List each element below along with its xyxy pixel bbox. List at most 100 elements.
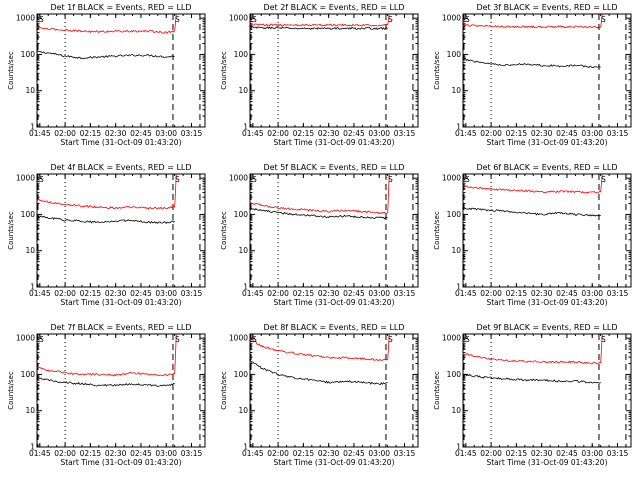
y-tick-label: 1 bbox=[30, 443, 35, 452]
x-tick-label: 01:45 bbox=[455, 449, 477, 458]
chart-panel: Det 3f BLACK = Events, RED = LLD 1 10 100 10… bbox=[433, 3, 632, 147]
y-tick-label: 100 bbox=[447, 210, 462, 219]
x-tick-label: 03:00 bbox=[368, 129, 390, 138]
x-tick-label: 03:15 bbox=[181, 449, 203, 458]
saa-marker-start: S bbox=[465, 15, 470, 24]
x-tick-label: 03:00 bbox=[155, 129, 177, 138]
lld-trace bbox=[249, 13, 390, 27]
x-tick-label: 02:15 bbox=[293, 129, 315, 138]
x-tick-label: 02:15 bbox=[80, 449, 102, 458]
x-tick-label: 03:00 bbox=[368, 449, 390, 458]
saa-marker-start: S bbox=[39, 15, 44, 24]
chart-title: Det 9f BLACK = Events, RED = LLD bbox=[476, 323, 617, 332]
chart-panel: Det 1f BLACK = Events, RED = LLD 1 10 100 10… bbox=[7, 3, 206, 147]
y-tick-label: 1 bbox=[243, 123, 248, 132]
y-tick-label: 100 bbox=[234, 370, 249, 379]
y-tick-label: 1000 bbox=[16, 334, 35, 343]
x-tick-label: 02:15 bbox=[293, 449, 315, 458]
y-tick-label: 10 bbox=[238, 406, 248, 415]
x-tick-label: 01:45 bbox=[242, 449, 264, 458]
chart-title: Det 8f BLACK = Events, RED = LLD bbox=[263, 323, 404, 332]
chart-panel: Det 2f BLACK = Events, RED = LLD 1 10 100 10… bbox=[220, 3, 419, 147]
x-tick-label: 02:30 bbox=[318, 449, 340, 458]
x-tick-label: 03:15 bbox=[394, 289, 416, 298]
saa-marker-end: S bbox=[175, 175, 180, 184]
x-tick-label: 02:30 bbox=[105, 449, 127, 458]
events-trace bbox=[462, 58, 601, 68]
saa-marker-end: S bbox=[601, 15, 606, 24]
chart-panel: Det 5f BLACK = Events, RED = LLD 1 10 100 10… bbox=[220, 163, 419, 307]
x-tick-label: 02:30 bbox=[531, 289, 553, 298]
x-tick-label: 01:45 bbox=[29, 449, 51, 458]
saa-marker-end: S bbox=[175, 335, 180, 344]
x-tick-label: 02:00 bbox=[480, 289, 502, 298]
events-trace bbox=[249, 207, 388, 220]
plot-frame bbox=[36, 13, 206, 128]
x-tick-label: 01:45 bbox=[242, 129, 264, 138]
x-tick-label: 03:00 bbox=[581, 129, 603, 138]
lld-trace bbox=[249, 173, 390, 215]
y-tick-label: 100 bbox=[21, 370, 36, 379]
plot-frame bbox=[249, 13, 419, 128]
x-tick-label: 03:15 bbox=[394, 449, 416, 458]
y-tick-label: 1 bbox=[30, 123, 35, 132]
x-tick-label: 02:30 bbox=[105, 289, 127, 298]
saa-marker-end: S bbox=[601, 175, 606, 184]
plot-frame bbox=[462, 333, 632, 448]
y-tick-label: 1000 bbox=[442, 14, 461, 23]
x-tick-label: 02:45 bbox=[130, 129, 152, 138]
y-tick-label: 10 bbox=[238, 246, 248, 255]
x-tick-label: 02:45 bbox=[130, 289, 152, 298]
plot-frame bbox=[36, 173, 206, 288]
x-tick-label: 03:15 bbox=[181, 289, 203, 298]
x-tick-label: 02:45 bbox=[556, 129, 578, 138]
x-tick-label: 02:00 bbox=[267, 129, 289, 138]
chart-title: Det 4f BLACK = Events, RED = LLD bbox=[50, 163, 191, 172]
plot-frame bbox=[462, 173, 632, 288]
saa-marker-start: S bbox=[252, 335, 257, 344]
x-tick-label: 02:00 bbox=[480, 449, 502, 458]
x-axis-label: Start Time (31-Oct-09 01:43:20) bbox=[273, 458, 394, 467]
y-tick-label: 1000 bbox=[442, 174, 461, 183]
events-trace bbox=[462, 373, 601, 384]
y-tick-label: 10 bbox=[451, 86, 461, 95]
x-axis-label: Start Time (31-Oct-09 01:43:20) bbox=[486, 458, 607, 467]
x-tick-label: 02:15 bbox=[293, 289, 315, 298]
x-tick-label: 02:45 bbox=[130, 449, 152, 458]
saa-marker-start: S bbox=[465, 175, 470, 184]
y-tick-label: 10 bbox=[25, 246, 35, 255]
saa-marker-start: S bbox=[252, 175, 257, 184]
chart-title: Det 2f BLACK = Events, RED = LLD bbox=[263, 3, 404, 12]
y-axis-label: Counts/sec bbox=[220, 211, 228, 250]
y-axis-label: Counts/sec bbox=[220, 51, 228, 90]
x-tick-label: 02:45 bbox=[343, 129, 365, 138]
saa-marker-start: S bbox=[252, 15, 257, 24]
x-tick-label: 03:00 bbox=[368, 289, 390, 298]
y-tick-label: 1000 bbox=[229, 14, 248, 23]
y-tick-label: 100 bbox=[447, 50, 462, 59]
x-tick-label: 01:45 bbox=[242, 289, 264, 298]
x-tick-label: 01:45 bbox=[455, 289, 477, 298]
plot-frame bbox=[249, 173, 419, 288]
x-tick-label: 03:15 bbox=[607, 129, 629, 138]
saa-marker-start: S bbox=[39, 175, 44, 184]
x-axis-label: Start Time (31-Oct-09 01:43:20) bbox=[60, 138, 181, 147]
x-tick-label: 02:00 bbox=[54, 449, 76, 458]
x-tick-label: 03:00 bbox=[581, 289, 603, 298]
x-tick-label: 02:15 bbox=[506, 289, 528, 298]
x-tick-label: 02:30 bbox=[318, 129, 340, 138]
y-tick-label: 100 bbox=[447, 370, 462, 379]
x-tick-label: 03:00 bbox=[581, 449, 603, 458]
y-tick-label: 1 bbox=[456, 443, 461, 452]
y-tick-label: 10 bbox=[451, 406, 461, 415]
x-axis-label: Start Time (31-Oct-09 01:43:20) bbox=[486, 298, 607, 307]
x-axis-label: Start Time (31-Oct-09 01:43:20) bbox=[60, 458, 181, 467]
events-trace bbox=[36, 215, 175, 225]
chart-panel: Det 7f BLACK = Events, RED = LLD 1 10 100 10… bbox=[7, 323, 206, 467]
saa-marker-end: S bbox=[388, 335, 393, 344]
saa-marker-end: S bbox=[388, 175, 393, 184]
chart-title: Det 1f BLACK = Events, RED = LLD bbox=[50, 3, 191, 12]
x-tick-label: 02:30 bbox=[318, 289, 340, 298]
x-tick-label: 01:45 bbox=[29, 289, 51, 298]
